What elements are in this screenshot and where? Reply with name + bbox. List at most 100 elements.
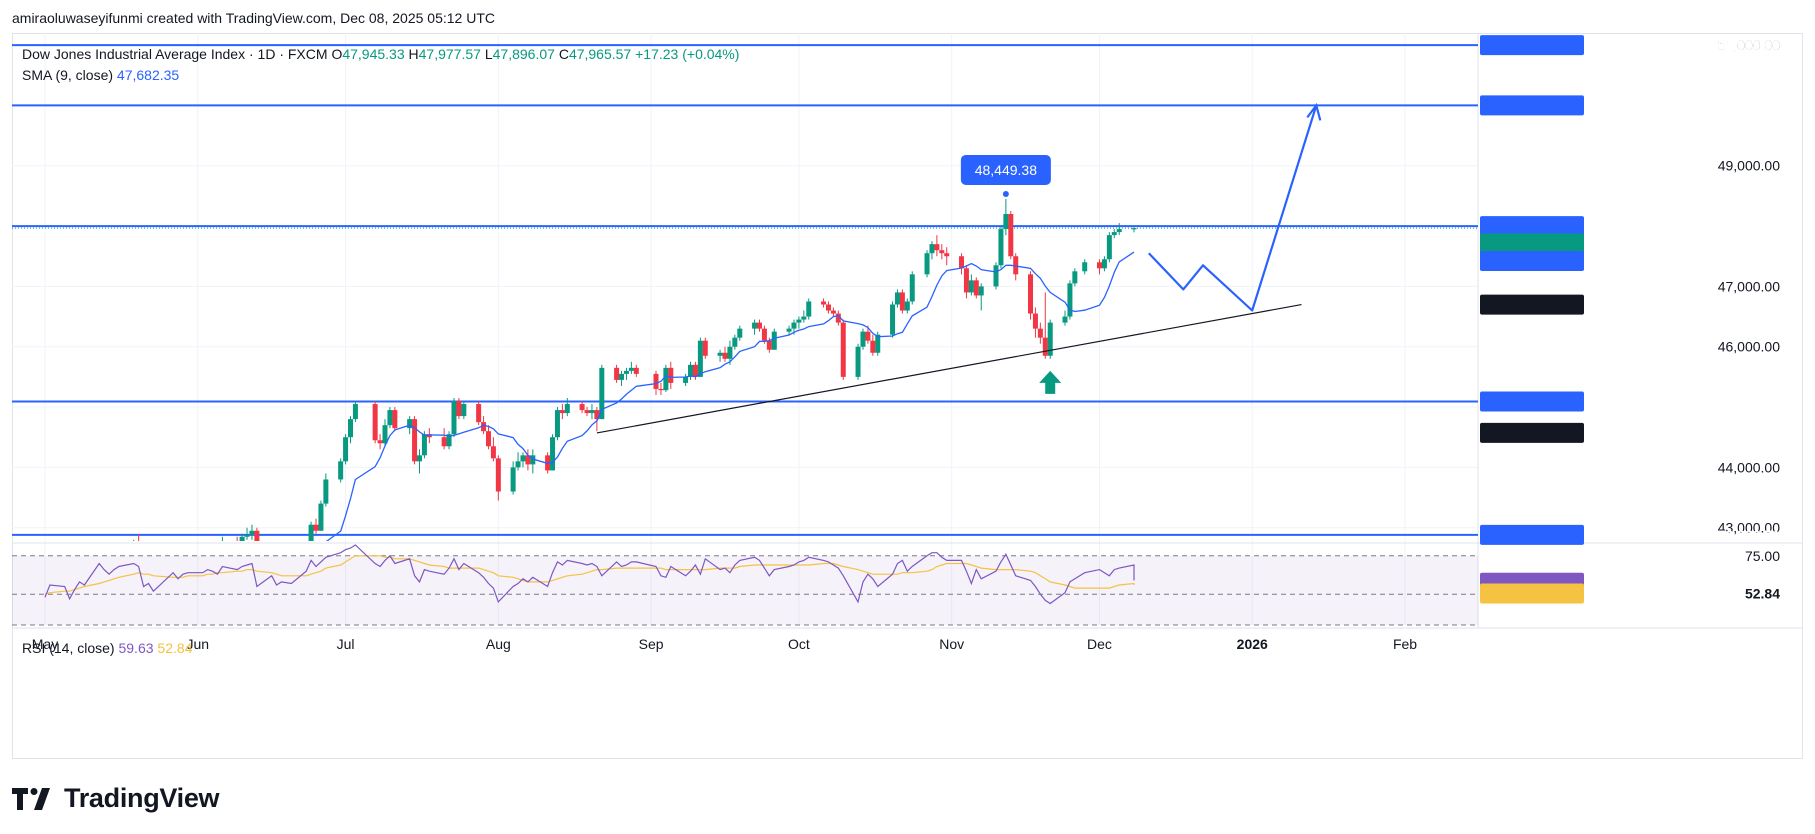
- candle-body: [973, 280, 979, 296]
- candle-body: [688, 364, 694, 377]
- high-callout-box: [960, 154, 1051, 185]
- rsi-ma-badge-bg: [1480, 583, 1584, 604]
- rsi-value: 59.63: [118, 640, 154, 656]
- candle-body: [554, 410, 560, 438]
- candle-body: [821, 301, 827, 305]
- candle-body: [737, 328, 743, 338]
- level-badge: 51,000.00: [1718, 37, 1780, 53]
- candle-body: [944, 253, 950, 257]
- candle-body: [323, 479, 329, 504]
- candle-body: [796, 319, 802, 323]
- candle-body: [663, 367, 669, 391]
- candle-body: [761, 328, 767, 341]
- candle-body: [1111, 232, 1117, 236]
- drawings: 48,449.38: [596, 102, 1322, 434]
- candle-body: [446, 434, 452, 447]
- time-tick-label: Jun: [186, 636, 209, 652]
- level-badge: 50,000.00: [1718, 97, 1780, 113]
- candle-body: [830, 310, 836, 314]
- candle-body: [348, 419, 354, 438]
- candle-body: [1101, 259, 1107, 269]
- price-tick-label: 47,000.00: [1718, 278, 1780, 294]
- sma-line-path: [325, 251, 1135, 541]
- candle-body: [702, 340, 708, 356]
- candle-body: [382, 425, 388, 444]
- candle-body: [249, 530, 255, 535]
- candle-body: [683, 376, 689, 383]
- candle-body: [338, 461, 344, 480]
- candle-body: [963, 268, 969, 293]
- candle-body: [441, 437, 447, 447]
- candle-body: [476, 404, 482, 423]
- candle-body: [244, 534, 250, 537]
- close-value: 47,965.57: [568, 46, 632, 62]
- candle-body: [619, 373, 625, 380]
- candle-body: [894, 292, 900, 305]
- candle-body: [579, 404, 585, 411]
- candle-body: [766, 340, 772, 350]
- horizontal-levels: [12, 44, 1478, 536]
- projection-arrowhead: [1306, 102, 1322, 121]
- candle-body: [1047, 322, 1053, 356]
- projection-path: [1148, 105, 1318, 312]
- last-price-badge-bg: [1480, 233, 1584, 254]
- trendline-badge: 46,698.88: [1718, 297, 1780, 313]
- time-axis: May Jun Jul Aug Sep Oct Nov Dec 2026 Feb: [32, 636, 1418, 652]
- candle-body: [752, 322, 758, 329]
- candle-body: [633, 367, 639, 374]
- tradingview-brand[interactable]: TradingView: [12, 783, 220, 814]
- low-label: L: [484, 46, 493, 62]
- candle-body: [993, 265, 999, 287]
- sma-label: SMA (9, close): [22, 67, 114, 83]
- candle-body: [1008, 213, 1014, 257]
- candle-body: [860, 331, 866, 347]
- rsi-legend: RSI (14, close) 59.63 52.84: [22, 640, 192, 656]
- candle-body: [426, 434, 432, 438]
- high-value: 47,977.57: [418, 46, 481, 62]
- candle-body: [791, 322, 797, 329]
- candle-body: [771, 331, 777, 350]
- support-badge: 44,571.27: [1718, 425, 1780, 441]
- candle-body: [490, 446, 496, 459]
- chart-frame: [12, 33, 1803, 759]
- candle-body: [461, 404, 467, 417]
- candle-body: [392, 410, 398, 429]
- candle-body: [855, 346, 861, 377]
- price-axis: 43,000.00 44,000.00 46,000.00 47,000.00 49,0…: [1480, 35, 1780, 604]
- candle-body: [697, 340, 703, 377]
- candle-body: [599, 367, 605, 420]
- time-tick-label: 2026: [1237, 636, 1268, 652]
- symbol-legend: Dow Jones Industrial Average Index · 1D …: [22, 44, 739, 86]
- rsi-ma-value: 52.84: [157, 640, 193, 656]
- time-tick-label: Feb: [1393, 636, 1417, 652]
- candle-body: [510, 467, 516, 492]
- candle-body: [412, 419, 418, 462]
- time-tick-label: May: [32, 636, 58, 652]
- candle-body: [530, 455, 536, 465]
- support-badge-bg: [1480, 422, 1584, 443]
- candle-body: [934, 244, 940, 251]
- candle-body: [62, 630, 67, 636]
- rsi-line: [44, 544, 1135, 605]
- level-badge: 42,880.71: [1718, 527, 1780, 543]
- rsi-badge: 59.63: [1745, 575, 1780, 591]
- symbol-title: Dow Jones Industrial Average Index · 1D …: [22, 46, 328, 62]
- open-value: 47,945.33: [342, 46, 405, 62]
- candle-body: [318, 503, 324, 531]
- candle-body: [313, 524, 319, 531]
- brand-name: TradingView: [64, 783, 220, 813]
- time-tick-label: Dec: [1087, 636, 1112, 652]
- candle-body: [959, 256, 965, 269]
- candle-body: [43, 660, 48, 666]
- candle-body: [387, 410, 393, 426]
- time-tick-label: Jul: [337, 636, 355, 652]
- candle-body: [1106, 235, 1112, 260]
- candle-body: [1028, 274, 1034, 314]
- candle-body: [801, 316, 807, 320]
- candle-body: [515, 461, 521, 468]
- rsi-pane: [12, 544, 1478, 626]
- candle-body: [628, 367, 634, 371]
- price-tick-label: 43,000.00: [1718, 520, 1780, 536]
- low-value: 47,896.07: [492, 46, 555, 62]
